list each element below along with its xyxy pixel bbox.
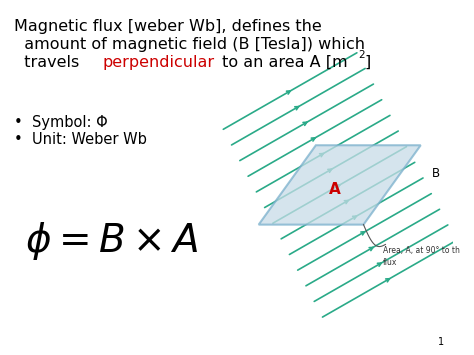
- Text: Area, A, at 90° to th
flux: Area, A, at 90° to th flux: [383, 246, 459, 267]
- Polygon shape: [259, 145, 421, 225]
- Text: ]: ]: [365, 55, 371, 70]
- Text: 1: 1: [438, 337, 445, 347]
- Text: perpendicular: perpendicular: [102, 55, 214, 70]
- Text: A: A: [329, 182, 341, 197]
- Text: B: B: [432, 166, 440, 180]
- Text: travels: travels: [14, 55, 84, 70]
- Text: $\phi = B \times A$: $\phi = B \times A$: [25, 220, 199, 262]
- Text: 2: 2: [358, 50, 365, 60]
- Text: •  Symbol: Φ: • Symbol: Φ: [14, 115, 108, 131]
- Text: •  Unit: Weber Wb: • Unit: Weber Wb: [14, 132, 146, 147]
- Text: to an area A [m: to an area A [m: [217, 55, 347, 70]
- Text: Magnetic flux [weber Wb], defines the: Magnetic flux [weber Wb], defines the: [14, 19, 321, 34]
- Text: amount of magnetic field (B [Tesla]) which: amount of magnetic field (B [Tesla]) whi…: [14, 37, 365, 52]
